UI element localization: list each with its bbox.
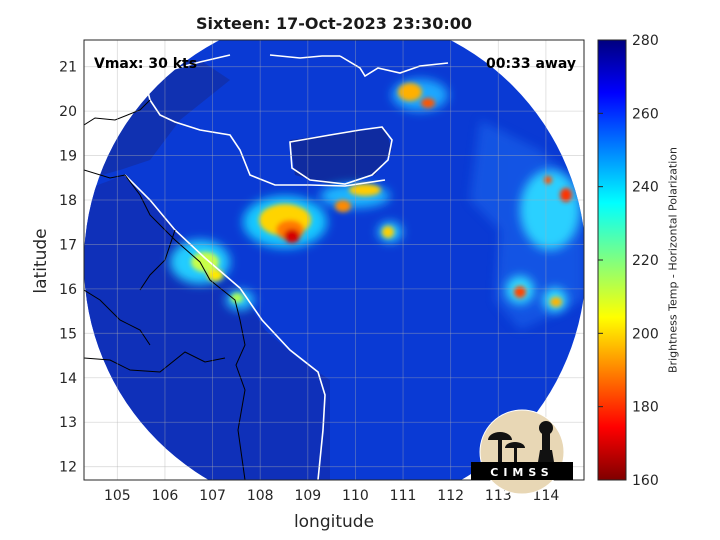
colorbar-tick-label: 280: [632, 33, 659, 49]
east-band-texture: [470, 120, 584, 330]
x-tick-label: 106: [152, 488, 179, 504]
x-tick-label: 105: [104, 488, 131, 504]
vmax-annotation: Vmax: 30 kts: [94, 56, 197, 72]
y-tick-label: 21: [59, 60, 77, 76]
grid-y: [84, 66, 584, 468]
y-tick-label: 19: [59, 149, 77, 165]
x-tick-label: 108: [247, 488, 274, 504]
cimss-logo: CIMSS: [471, 409, 573, 495]
x-tick-label: 113: [485, 488, 512, 504]
x-tick-label: 109: [294, 488, 321, 504]
grid-x: [116, 40, 547, 480]
borders: [84, 99, 246, 480]
brightness-field: [84, 60, 584, 480]
x-tick-label: 110: [342, 488, 369, 504]
x-axis-label: longitude: [293, 512, 375, 532]
colorbar-tick-label: 180: [632, 400, 659, 416]
colorbar-tick-labels: 280 260 240 220 200 180 160: [598, 33, 659, 489]
convection-core: [191, 83, 572, 307]
colorbar-frame: [597, 39, 627, 481]
y-tick-label: 12: [59, 460, 77, 476]
colorbar-tick-label: 260: [632, 106, 659, 122]
y-tick-label: 16: [59, 282, 77, 298]
time-away-annotation: 00:33 away: [486, 56, 576, 72]
x-tick-label: 114: [533, 488, 560, 504]
plot-title: Sixteen: 17-Oct-2023 23:30:00: [195, 14, 472, 33]
x-tick-label: 107: [199, 488, 226, 504]
y-axis-label: latitude: [31, 228, 51, 294]
hainan-island-region: [290, 128, 392, 185]
axes-frame: [83, 39, 585, 481]
y-tick-label: 18: [59, 193, 77, 209]
y-tick-label: 14: [59, 371, 77, 387]
radar-disk-group: [84, 40, 584, 480]
svg-text:CIMSS: CIMSS: [490, 466, 553, 479]
y-tick-label: 13: [59, 415, 77, 431]
colorbar-tick-label: 160: [632, 473, 659, 489]
colorbar-label: Brightness Temp - Horizontal Polarizatio…: [666, 147, 680, 373]
y-tick-label: 20: [59, 104, 77, 120]
x-tick-label: 112: [437, 488, 464, 504]
x-tick-label: 111: [390, 488, 417, 504]
x-tick-labels: 105 106 107 108 109 110 111 112 113 114: [104, 488, 559, 504]
land-region-north: [84, 60, 230, 180]
radar-disk: [84, 40, 584, 480]
convection-soft: [170, 79, 580, 312]
colorbar-tick-label: 200: [632, 326, 659, 342]
y-tick-labels: 21 20 19 18 17 16 15 14 13 12: [59, 60, 77, 476]
colorbar-tick-label: 240: [632, 180, 659, 196]
axes-background: [84, 40, 584, 480]
colorbar: [598, 40, 626, 480]
land-region-south: [84, 175, 330, 480]
y-tick-label: 17: [59, 237, 77, 253]
coastlines: [124, 54, 449, 480]
colorbar-tick-label: 220: [632, 253, 659, 269]
y-tick-label: 15: [59, 326, 77, 342]
